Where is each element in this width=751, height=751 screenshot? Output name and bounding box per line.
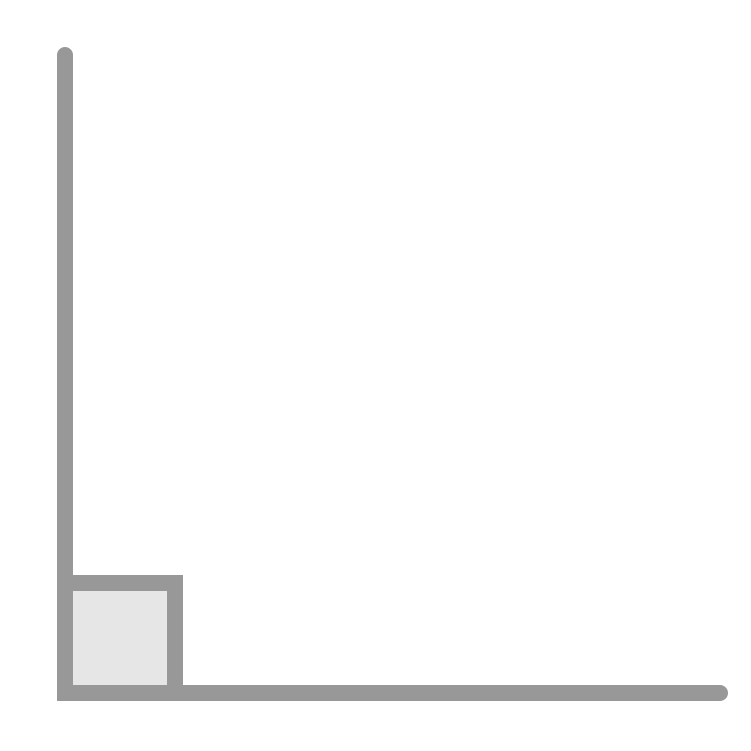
right-angle-diagram [0, 0, 751, 751]
right-angle-marker-icon [65, 583, 175, 693]
